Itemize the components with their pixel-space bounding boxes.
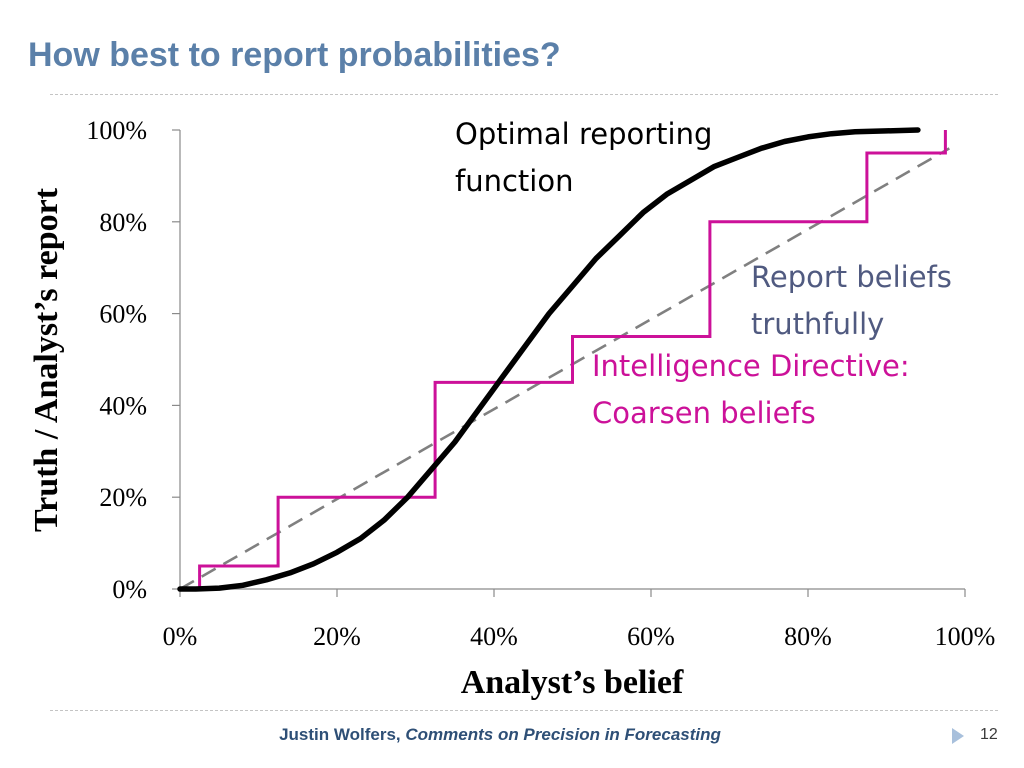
x-tick-label: 80% [784, 622, 832, 651]
page-number: 12 [980, 726, 998, 743]
x-tick-label: 100% [935, 622, 996, 651]
series-optimal [177, 127, 921, 592]
footer-work: Comments on Precision in Forecasting [405, 725, 721, 744]
y-tick-label: 0% [112, 575, 147, 604]
top-divider [50, 94, 998, 95]
axes [179, 130, 965, 590]
footer-credit: Justin Wolfers, Comments on Precision in… [0, 725, 1000, 745]
slide-title: How best to report probabilities? [28, 36, 561, 74]
ticks: 0% 20% 40% 60% 80% 100% 0% 20% 40% 60% 80% 100% [86, 116, 995, 651]
y-tick-label: 80% [99, 208, 147, 237]
annotation-truthful: truthfully [751, 307, 884, 341]
x-tick-label: 20% [313, 622, 361, 651]
next-arrow-icon [952, 728, 964, 744]
y-axis-label: Truth / Analyst’s report [28, 187, 65, 532]
y-tick-label: 20% [99, 483, 147, 512]
annotation-directive: Intelligence Directive: [592, 349, 910, 383]
x-tick-label: 0% [163, 622, 198, 651]
bottom-divider [50, 710, 998, 711]
series-directive [198, 130, 947, 589]
x-axis-label: Analyst’s belief [461, 664, 684, 701]
x-tick-label: 60% [627, 622, 675, 651]
series-layer [177, 127, 950, 592]
annotation-directive: Coarsen beliefs [592, 396, 816, 430]
annotation-optimal: Optimal reporting [455, 117, 712, 151]
y-tick-label: 100% [86, 116, 147, 145]
x-tick-label: 40% [470, 622, 518, 651]
annotation-layer: Optimal reporting function Report beliefs t… [455, 117, 952, 430]
footer-author: Justin Wolfers, [279, 725, 401, 744]
y-tick-label: 40% [99, 391, 147, 420]
annotation-truthful: Report beliefs [751, 260, 952, 294]
annotation-optimal: function [455, 164, 573, 198]
y-tick-label: 60% [99, 300, 147, 329]
